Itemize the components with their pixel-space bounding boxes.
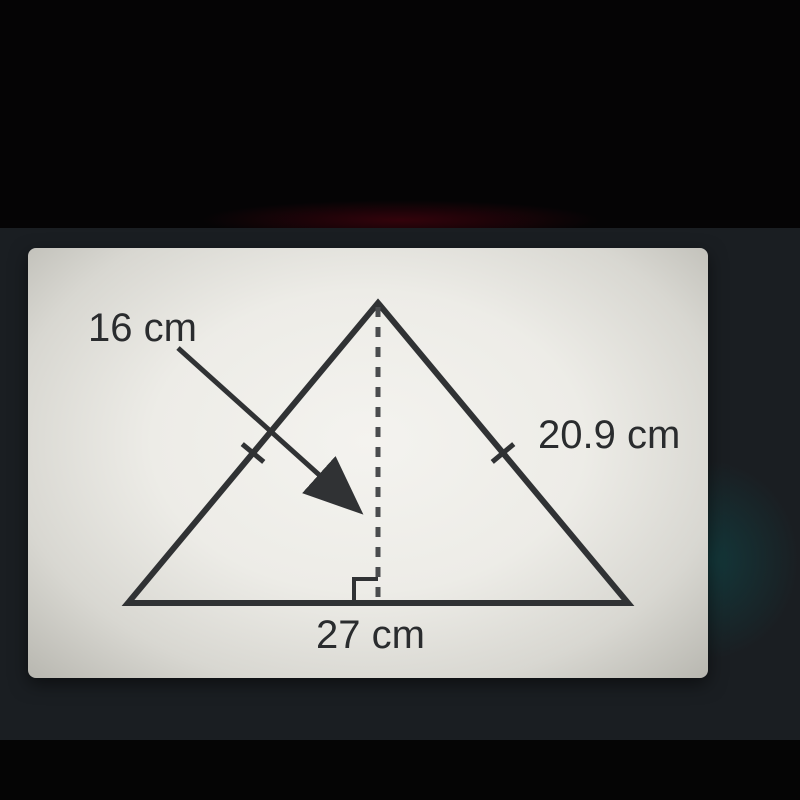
height-callout-arrow xyxy=(178,348,356,508)
right-angle-marker xyxy=(354,579,378,603)
content-panel: 16 cm 20.9 cm 27 cm xyxy=(0,228,800,740)
triangle-diagram: 16 cm 20.9 cm 27 cm xyxy=(28,248,708,678)
dark-region-bottom xyxy=(0,740,800,800)
figure-card: 16 cm 20.9 cm 27 cm xyxy=(28,248,708,678)
label-base: 27 cm xyxy=(316,613,425,658)
label-right-side: 20.9 cm xyxy=(538,413,680,458)
dark-region-top xyxy=(0,0,800,228)
label-height: 16 cm xyxy=(88,306,197,351)
